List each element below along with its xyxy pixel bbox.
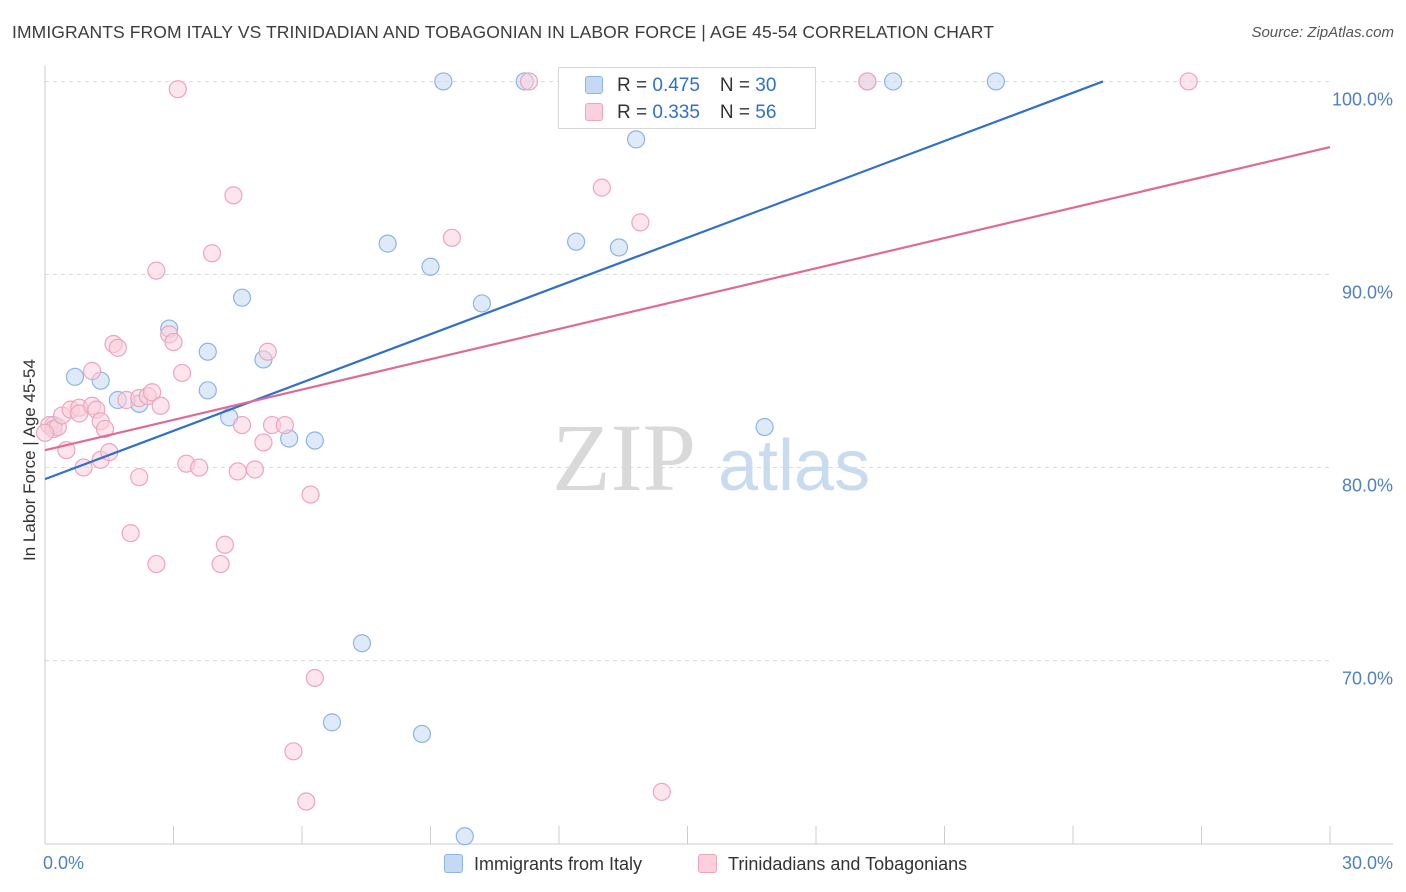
point-series1-44 xyxy=(284,742,303,761)
point-series0-12 xyxy=(305,431,324,450)
legend-n-label: N = xyxy=(719,75,756,96)
point-series0-29 xyxy=(986,72,1006,91)
point-series0-6 xyxy=(198,342,217,361)
point-series0-13 xyxy=(352,634,372,653)
legend-r-value: 0.475 xyxy=(652,75,700,96)
point-series0-18 xyxy=(434,72,453,91)
legend-swatch-blue xyxy=(585,76,603,94)
point-series1-19 xyxy=(121,524,140,543)
legend-r-label: R = xyxy=(617,75,653,96)
trend-line-0 xyxy=(44,80,1104,481)
source-label: Source: ZipAtlas.com xyxy=(1251,24,1394,41)
point-series0-15 xyxy=(378,234,397,253)
point-series1-14 xyxy=(95,419,115,439)
point-series1-24 xyxy=(147,554,166,574)
point-series0-16 xyxy=(412,724,432,744)
point-series0-26 xyxy=(755,417,774,437)
axes xyxy=(44,66,1393,845)
chart-title: IMMIGRANTS FROM ITALY VS TRINIDADIAN AND… xyxy=(12,22,995,42)
watermark-zip: ZIP xyxy=(552,404,696,511)
point-series1-43 xyxy=(275,415,294,435)
point-series0-28 xyxy=(883,72,903,91)
point-series1-55 xyxy=(35,423,55,442)
point-series1-48 xyxy=(442,228,462,247)
legend-r-value: 0.335 xyxy=(652,102,700,123)
point-series1-52 xyxy=(652,782,671,801)
point-series1-54 xyxy=(1179,72,1198,91)
point-series0-1 xyxy=(65,367,85,386)
legend-label-italy: Immigrants from Italy xyxy=(474,854,643,874)
point-series0-19 xyxy=(472,294,491,313)
point-series0-7 xyxy=(198,381,217,400)
point-series0-24 xyxy=(626,130,646,149)
legend-n-label: N = xyxy=(719,102,756,123)
watermark-atlas: atlas xyxy=(718,426,870,506)
y-tick-label-3: 70.0% xyxy=(1342,669,1393,689)
point-series1-28 xyxy=(164,332,183,352)
x-tick-label-0: 0.0% xyxy=(43,853,84,873)
point-series1-29 xyxy=(168,80,187,99)
point-series0-9 xyxy=(232,288,252,307)
trend-line-1 xyxy=(44,146,1331,452)
point-series1-30 xyxy=(172,363,192,383)
y-tick-label-2: 80.0% xyxy=(1342,476,1393,496)
tick-labels: 100.0% 90.0% 80.0% 70.0% 0.0% 30.0% xyxy=(43,89,1393,873)
point-series1-17 xyxy=(108,338,127,357)
point-series1-40 xyxy=(254,433,273,452)
gridlines xyxy=(45,80,1330,662)
point-series1-39 xyxy=(245,460,264,479)
point-series1-51 xyxy=(631,213,650,232)
legend-label-trinidad: Trinidadians and Tobagonians xyxy=(728,854,968,874)
legend-swatch-pink xyxy=(698,854,717,873)
point-series1-32 xyxy=(190,458,209,477)
point-series0-22 xyxy=(567,232,586,251)
point-series1-49 xyxy=(519,72,539,91)
point-series1-36 xyxy=(224,186,243,205)
point-series1-10 xyxy=(83,361,102,381)
point-series0-17 xyxy=(421,257,440,276)
legend-r-label: R = xyxy=(617,102,653,123)
point-series0-14 xyxy=(322,713,342,732)
legend-swatch-blue xyxy=(444,854,463,873)
point-series1-41 xyxy=(258,342,277,361)
y-tick-label-0: 100.0% xyxy=(1332,89,1393,109)
point-series1-26 xyxy=(151,396,170,415)
point-series0-23 xyxy=(609,238,629,257)
legend-box: R = 0.475 N = 30 R = 0.335 N = 56 xyxy=(558,67,816,129)
point-series1-33 xyxy=(202,244,222,263)
x-tick-label-1: 30.0% xyxy=(1342,853,1393,873)
trend-lines xyxy=(44,80,1331,481)
point-series1-50 xyxy=(592,178,611,197)
point-series1-45 xyxy=(297,792,316,811)
point-series1-38 xyxy=(232,415,252,435)
point-series1-34 xyxy=(211,554,230,574)
point-series1-23 xyxy=(142,383,162,402)
point-series1-53 xyxy=(858,72,877,91)
point-series1-20 xyxy=(130,468,149,487)
point-series1-25 xyxy=(147,261,166,280)
legend-n-value: 56 xyxy=(755,102,777,123)
y-tick-label-1: 90.0% xyxy=(1342,282,1393,302)
legend-n-value: 30 xyxy=(755,75,777,96)
point-series0-20 xyxy=(455,827,474,846)
point-series1-35 xyxy=(215,535,234,554)
point-series1-47 xyxy=(305,668,324,688)
point-series1-46 xyxy=(301,485,320,504)
legend-swatch-pink xyxy=(585,103,603,121)
point-series1-37 xyxy=(228,462,247,481)
